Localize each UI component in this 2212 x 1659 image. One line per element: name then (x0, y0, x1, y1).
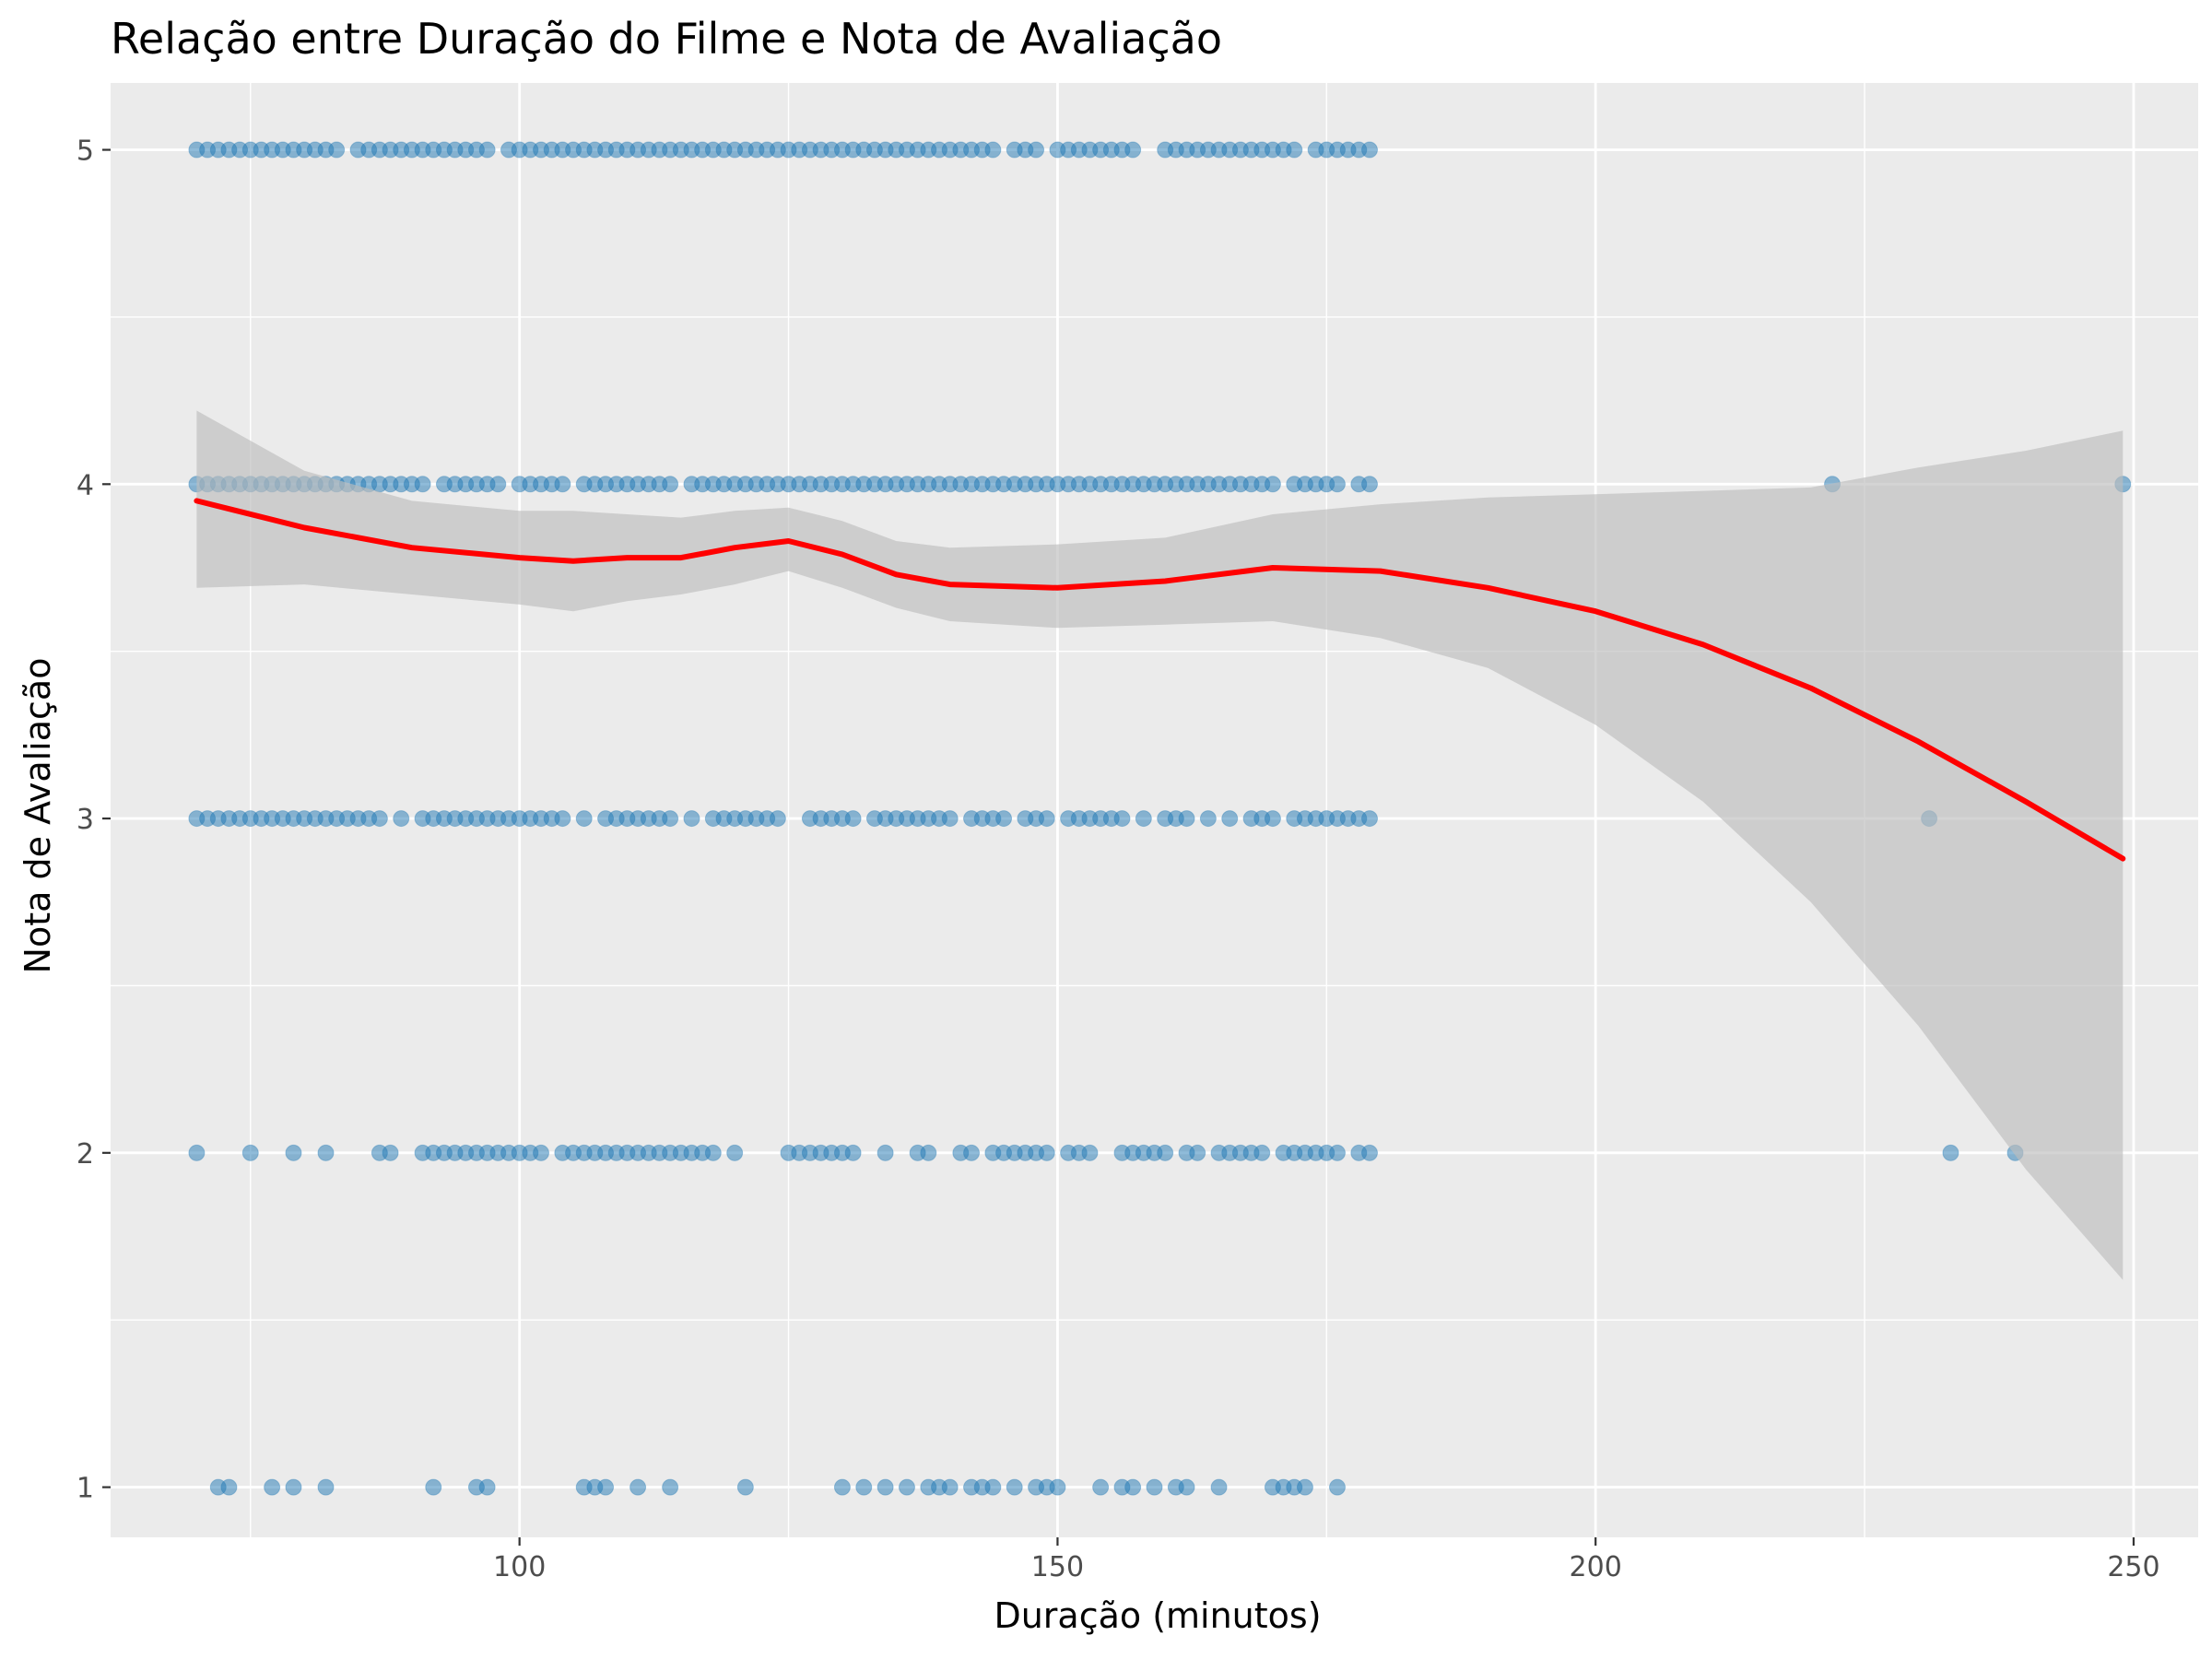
data-point (662, 810, 679, 828)
data-point (317, 1144, 335, 1161)
data-point (414, 476, 431, 493)
data-point (683, 810, 700, 828)
data-point (1199, 810, 1217, 828)
data-point (844, 810, 862, 828)
data-point (1942, 1144, 1959, 1161)
data-point (382, 1144, 399, 1161)
y-tick-label: 1 (76, 1473, 94, 1505)
data-point (425, 1478, 442, 1496)
data-point (833, 1478, 851, 1496)
x-axis: 100 150 200 250 (493, 1537, 2160, 1583)
data-point (1296, 1478, 1313, 1496)
data-point (533, 1144, 550, 1161)
data-point (1038, 1144, 1055, 1161)
data-point (629, 1478, 647, 1496)
data-point (1264, 810, 1281, 828)
data-point (1361, 141, 1379, 159)
data-point (877, 1478, 894, 1496)
data-point (1092, 1478, 1110, 1496)
data-point (1178, 810, 1195, 828)
data-point (941, 1478, 959, 1496)
data-point (704, 1144, 722, 1161)
data-point (769, 810, 786, 828)
data-point (877, 1144, 894, 1161)
data-point (1210, 1478, 1228, 1496)
data-point (371, 810, 388, 828)
data-point (1006, 1478, 1023, 1496)
x-tick-label: 150 (1031, 1551, 1084, 1583)
data-point (1124, 141, 1142, 159)
data-point (285, 1144, 302, 1161)
x-tick-label: 200 (1570, 1551, 1622, 1583)
data-point (1361, 810, 1379, 828)
x-tick-label: 100 (493, 1551, 546, 1583)
y-tick-label: 2 (76, 1138, 94, 1171)
data-point (662, 1478, 679, 1496)
data-point (1135, 810, 1152, 828)
scatter-points (188, 141, 2132, 1496)
data-point (1328, 1478, 1346, 1496)
data-point (575, 810, 593, 828)
data-point (1038, 810, 1055, 828)
data-point (489, 476, 507, 493)
x-tick-label: 250 (2107, 1551, 2159, 1583)
data-point (554, 476, 571, 493)
data-point (1264, 476, 1281, 493)
data-point (1113, 810, 1131, 828)
data-point (1081, 1144, 1099, 1161)
data-point (1124, 1478, 1142, 1496)
data-point (317, 1478, 335, 1496)
data-point (736, 1478, 754, 1496)
data-point (1328, 476, 1346, 493)
data-point (1157, 1144, 1174, 1161)
data-point (241, 1144, 259, 1161)
y-tick-label: 5 (76, 135, 94, 168)
data-point (328, 141, 346, 159)
data-point (1028, 141, 1045, 159)
data-point (898, 1478, 915, 1496)
data-point (662, 476, 679, 493)
data-point (726, 1144, 744, 1161)
y-tick-label: 3 (76, 804, 94, 836)
data-point (1049, 1478, 1066, 1496)
data-point (393, 810, 410, 828)
data-point (264, 1478, 281, 1496)
data-point (1286, 141, 1303, 159)
data-point (188, 1144, 206, 1161)
data-point (1146, 1478, 1163, 1496)
data-point (1361, 476, 1379, 493)
data-point (554, 810, 571, 828)
data-point (285, 1478, 302, 1496)
data-point (220, 1478, 238, 1496)
data-point (1361, 1144, 1379, 1161)
data-point (963, 1144, 981, 1161)
y-tick-label: 4 (76, 469, 94, 501)
y-axis: 1 2 3 4 5 (76, 135, 111, 1505)
data-point (1178, 1478, 1195, 1496)
data-point (478, 1478, 496, 1496)
data-point (1328, 1144, 1346, 1161)
data-point (941, 810, 959, 828)
data-point (984, 1478, 1002, 1496)
chart-title: Relação entre Duração do Filme e Nota de… (111, 14, 1222, 64)
data-point (597, 1478, 615, 1496)
data-point (478, 141, 496, 159)
smooth-line-layer (194, 498, 2126, 862)
data-point (844, 1144, 862, 1161)
smooth-line (194, 498, 2126, 862)
data-point (984, 141, 1002, 159)
data-point (1189, 1144, 1206, 1161)
data-point (1221, 810, 1239, 828)
data-point (920, 1144, 937, 1161)
data-point (1253, 1144, 1271, 1161)
x-axis-title: Duração (minutos) (994, 1595, 1321, 1636)
data-point (855, 1478, 873, 1496)
y-axis-title: Nota de Avaliação (18, 658, 58, 974)
data-point (995, 810, 1013, 828)
